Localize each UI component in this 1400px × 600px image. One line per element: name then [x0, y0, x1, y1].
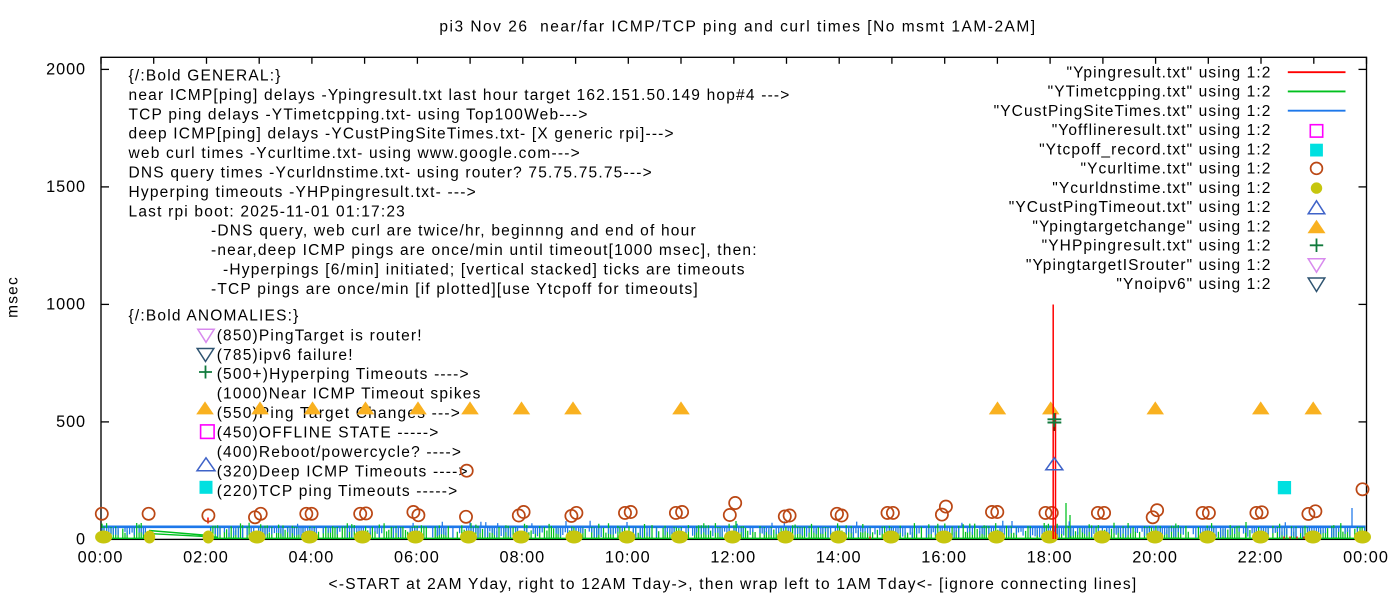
svg-text:(450)OFFLINE STATE ----->: (450)OFFLINE STATE -----> — [217, 425, 440, 442]
svg-text:(500+)Hyperping Timeouts ---->: (500+)Hyperping Timeouts ----> — [217, 366, 470, 383]
svg-text:"YCustPingTimeout.txt" using 1: "YCustPingTimeout.txt" using 1:2 — [1009, 199, 1272, 216]
svg-text:"Yofflineresult.txt" using 1:2: "Yofflineresult.txt" using 1:2 — [1052, 122, 1272, 139]
svg-text:web curl times -Ycurltime.txt-: web curl times -Ycurltime.txt- using www… — [128, 145, 581, 162]
svg-text:"Ynoipv6" using 1:2: "Ynoipv6" using 1:2 — [1116, 276, 1271, 293]
svg-text:16:00: 16:00 — [921, 549, 967, 567]
svg-text:(785)ipv6 failure!: (785)ipv6 failure! — [217, 347, 354, 364]
svg-text:14:00: 14:00 — [816, 549, 862, 567]
svg-text:(220)TCP ping Timeouts ----->: (220)TCP ping Timeouts -----> — [217, 483, 459, 500]
svg-text:-Hyperpings [6/min] initiated;: -Hyperpings [6/min] initiated; [vertical… — [223, 262, 746, 279]
svg-text:00:00: 00:00 — [1343, 549, 1389, 567]
svg-text:-DNS query, web curl are twice: -DNS query, web curl are twice/hr, begin… — [211, 223, 697, 240]
svg-text:1000: 1000 — [46, 295, 86, 313]
svg-text:-TCP pings are once/min [if pl: -TCP pings are once/min [if plotted][use… — [211, 281, 699, 298]
svg-text:12:00: 12:00 — [710, 549, 756, 567]
svg-text:"YHPpingresult.txt" using 1:2: "YHPpingresult.txt" using 1:2 — [1042, 238, 1272, 255]
svg-text:"YpingtargetISrouter" using 1:: "YpingtargetISrouter" using 1:2 — [1026, 257, 1272, 274]
svg-text:msec: msec — [5, 276, 22, 318]
svg-text:TCP ping delays -YTimetcpping.: TCP ping delays -YTimetcpping.txt- using… — [129, 106, 589, 123]
svg-text:"Ytcpoff_record.txt" using 1:2: "Ytcpoff_record.txt" using 1:2 — [1039, 141, 1271, 158]
svg-text:20:00: 20:00 — [1132, 549, 1178, 567]
svg-text:02:00: 02:00 — [183, 549, 229, 567]
svg-text:22:00: 22:00 — [1238, 549, 1284, 567]
svg-text:Hyperping timeouts -YHPpingres: Hyperping timeouts -YHPpingresult.txt- -… — [129, 184, 477, 201]
svg-text:Last rpi boot: 2025-11-01 01:1: Last rpi boot: 2025-11-01 01:17:23 — [129, 203, 407, 220]
svg-text:{/:Bold ANOMALIES:}: {/:Bold ANOMALIES:} — [129, 307, 300, 324]
svg-text:{/:Bold GENERAL:}: {/:Bold GENERAL:} — [129, 68, 282, 85]
svg-text:(550)Ping Target Changes --->: (550)Ping Target Changes ---> — [217, 405, 461, 422]
svg-text:-near,deep ICMP pings are once: -near,deep ICMP pings are once/min until… — [211, 242, 758, 259]
svg-text:04:00: 04:00 — [289, 549, 335, 567]
svg-text:500: 500 — [56, 413, 86, 431]
svg-text:"Ypingresult.txt" using 1:2: "Ypingresult.txt" using 1:2 — [1067, 65, 1272, 82]
svg-text:pi3 Nov 26 near/far ICMP/TCP: pi3 Nov 26 near/far ICMP/TCP ping and cu… — [439, 19, 1036, 36]
svg-text:1500: 1500 — [46, 178, 86, 196]
svg-text:"Ycurltime.txt" using 1:2: "Ycurltime.txt" using 1:2 — [1081, 161, 1272, 178]
svg-text:00:00: 00:00 — [78, 549, 124, 567]
svg-text:"Ycurldnstime.txt" using 1:2: "Ycurldnstime.txt" using 1:2 — [1052, 180, 1271, 197]
svg-text:18:00: 18:00 — [1027, 549, 1073, 567]
svg-text:08:00: 08:00 — [499, 549, 545, 567]
svg-text:06:00: 06:00 — [394, 549, 440, 567]
svg-text:"YTimetcpping.txt" using 1:2: "YTimetcpping.txt" using 1:2 — [1048, 84, 1272, 101]
svg-text:(400)Reboot/powercycle? ---->: (400)Reboot/powercycle? ----> — [217, 444, 462, 461]
svg-text:(320)Deep ICMP Timeouts ---->: (320)Deep ICMP Timeouts ----> — [217, 463, 469, 480]
svg-text:(850)PingTarget is router!: (850)PingTarget is router! — [217, 327, 423, 344]
svg-text:deep ICMP[ping] delays -YCustP: deep ICMP[ping] delays -YCustPingSiteTim… — [129, 126, 675, 143]
svg-text:near ICMP[ping] delays -Ypingr: near ICMP[ping] delays -Ypingresult.txt … — [129, 87, 791, 104]
svg-text:0: 0 — [76, 530, 86, 548]
svg-text:10:00: 10:00 — [605, 549, 651, 567]
svg-text:(1000)Near ICMP Timeout spikes: (1000)Near ICMP Timeout spikes — [217, 386, 482, 403]
svg-text:<-START at 2AM Yday, right to: <-START at 2AM Yday, right to 12AM Tday-… — [329, 576, 1138, 593]
svg-text:"Ypingtargetchange" using 1:2: "Ypingtargetchange" using 1:2 — [1032, 218, 1271, 235]
svg-text:DNS query times -Ycurldnstime.: DNS query times -Ycurldnstime.txt- using… — [129, 165, 653, 182]
svg-text:"YCustPingSiteTimes.txt" using: "YCustPingSiteTimes.txt" using 1:2 — [994, 103, 1272, 120]
svg-text:2000: 2000 — [46, 60, 86, 78]
